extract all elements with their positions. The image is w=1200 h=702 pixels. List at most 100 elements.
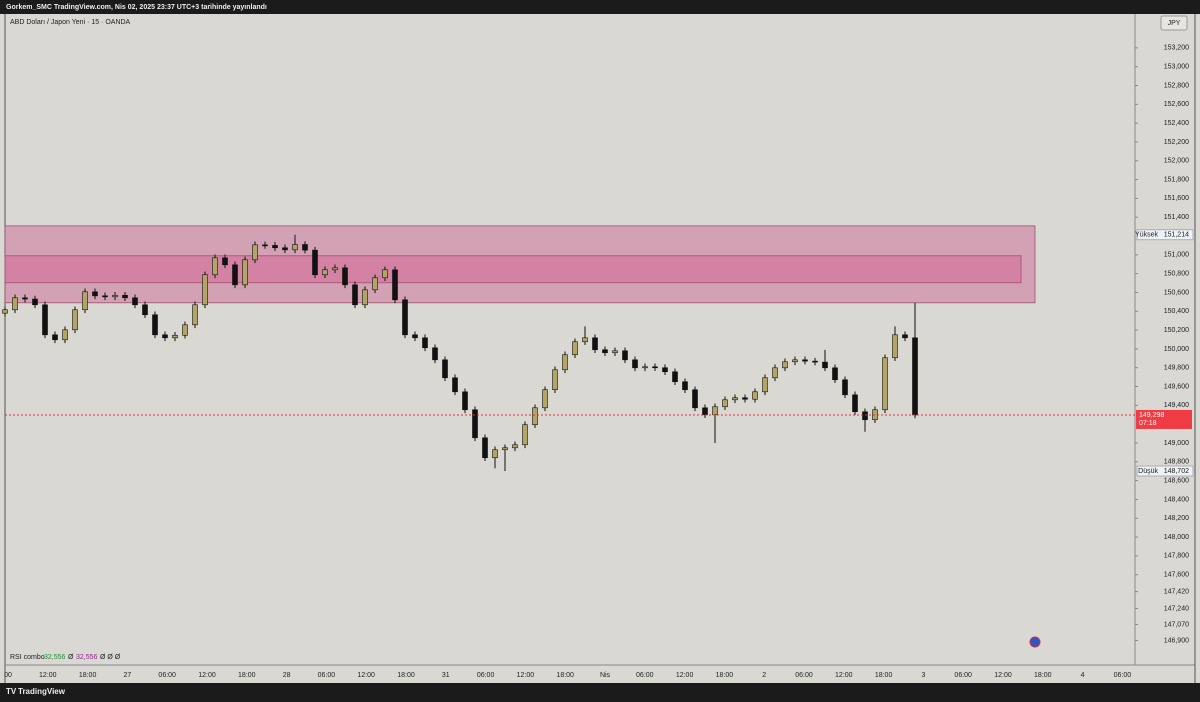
x-tick-label: 18:00 xyxy=(1034,672,1052,679)
candle-body xyxy=(812,360,818,363)
x-tick-label: 2 xyxy=(762,672,766,679)
x-tick-label: 06:00 xyxy=(1114,672,1132,679)
candle-body xyxy=(682,381,688,391)
candle-body xyxy=(482,437,488,459)
y-tick-label: 148,800 xyxy=(1164,459,1189,466)
candle-body xyxy=(552,369,558,391)
candle-body xyxy=(422,337,428,349)
y-tick-label: 152,000 xyxy=(1164,158,1189,165)
candle-body xyxy=(562,354,568,371)
x-tick-label: 00 xyxy=(4,672,12,679)
x-tick-label: 12:00 xyxy=(994,672,1012,679)
candle-body xyxy=(252,244,258,261)
candle-body xyxy=(712,406,718,416)
header-bar xyxy=(0,0,1200,14)
candle-body xyxy=(82,291,88,311)
candle-body xyxy=(242,259,248,286)
x-tick-label: 18:00 xyxy=(875,672,893,679)
candle-body xyxy=(322,269,328,276)
brand: TradingView xyxy=(18,687,66,696)
candle-body xyxy=(172,334,178,339)
candle-body xyxy=(302,244,308,251)
candle-body xyxy=(402,299,408,336)
x-tick-label: 3 xyxy=(921,672,925,679)
currency[interactable]: JPY xyxy=(1168,20,1181,27)
y-tick-label: 151,000 xyxy=(1164,252,1189,259)
last-price-label: 149,298 xyxy=(1139,412,1164,419)
candle-body xyxy=(312,249,318,276)
high-marker-box xyxy=(1136,229,1194,241)
candle-body xyxy=(372,277,378,291)
candle-body xyxy=(442,359,448,379)
candle-body xyxy=(522,424,528,446)
candle-body xyxy=(162,334,168,339)
y-tick-label: 150,000 xyxy=(1164,346,1189,353)
indicator-name: RSI combo xyxy=(10,654,45,661)
candle-body xyxy=(132,297,138,306)
y-tick-label: 149,800 xyxy=(1164,365,1189,372)
currency-box[interactable] xyxy=(1160,15,1188,31)
footer-bar xyxy=(0,683,1200,702)
y-tick-label: 148,400 xyxy=(1164,496,1189,503)
y-tick-label: 150,800 xyxy=(1164,270,1189,277)
candle-body xyxy=(202,274,208,306)
candle-body xyxy=(652,366,658,369)
candle-body xyxy=(832,367,838,381)
candle-body xyxy=(642,366,648,369)
candle-body xyxy=(262,244,268,247)
x-tick-label: 28 xyxy=(283,672,291,679)
x-tick-label: 06:00 xyxy=(636,672,654,679)
symbol-title: ABD Doları / Japon Yeni · 15 · OANDA xyxy=(10,19,131,26)
candle-body xyxy=(732,397,738,401)
low-marker-box xyxy=(1136,465,1194,477)
candle-body xyxy=(72,309,78,331)
candle-body xyxy=(462,391,468,411)
candle-body xyxy=(762,377,768,393)
x-tick-label: 06:00 xyxy=(795,672,813,679)
candle-body xyxy=(22,297,28,300)
candle-body xyxy=(102,295,108,298)
x-tick-label: Nis xyxy=(600,672,611,679)
candle-body xyxy=(112,294,118,298)
x-tick-label: 12:00 xyxy=(835,672,853,679)
countdown: 07:18 xyxy=(1139,420,1157,427)
candle-body xyxy=(342,267,348,286)
candle-body xyxy=(752,391,758,400)
x-tick-label: 06:00 xyxy=(477,672,495,679)
candle-body xyxy=(662,367,668,373)
x-tick-label: 4 xyxy=(1081,672,1085,679)
y-tick-label: 146,900 xyxy=(1164,637,1189,644)
low-marker-name: Düşük xyxy=(1138,468,1158,475)
y-tick-label: 149,000 xyxy=(1164,440,1189,447)
candle-body xyxy=(32,298,38,306)
x-tick-label: 12:00 xyxy=(39,672,57,679)
candle-body xyxy=(882,357,888,411)
low-marker-label: 148,702 xyxy=(1164,468,1189,475)
y-tick-label: 147,800 xyxy=(1164,553,1189,560)
candle-body xyxy=(332,267,338,271)
candle-body xyxy=(772,367,778,379)
x-tick-label: 06:00 xyxy=(954,672,972,679)
candle-body xyxy=(62,329,68,341)
y-tick-label: 151,600 xyxy=(1164,195,1189,202)
candle-body xyxy=(852,394,858,413)
candle-body xyxy=(602,349,608,354)
candle-body xyxy=(822,361,828,369)
candle-body xyxy=(392,269,398,301)
candle-body xyxy=(582,337,588,343)
candle-body xyxy=(532,407,538,426)
candle-body xyxy=(122,294,128,299)
y-tick-label: 147,600 xyxy=(1164,572,1189,579)
candle-body xyxy=(152,314,158,336)
candle-body xyxy=(542,389,548,409)
candle-body xyxy=(2,309,8,314)
candle-body xyxy=(502,447,508,451)
candle-body xyxy=(352,284,358,306)
x-tick-label: 18:00 xyxy=(556,672,574,679)
candle-body xyxy=(802,359,808,362)
y-tick-label: 152,600 xyxy=(1164,101,1189,108)
event-icon[interactable] xyxy=(1029,636,1041,648)
y-tick-label: 153,200 xyxy=(1164,45,1189,52)
